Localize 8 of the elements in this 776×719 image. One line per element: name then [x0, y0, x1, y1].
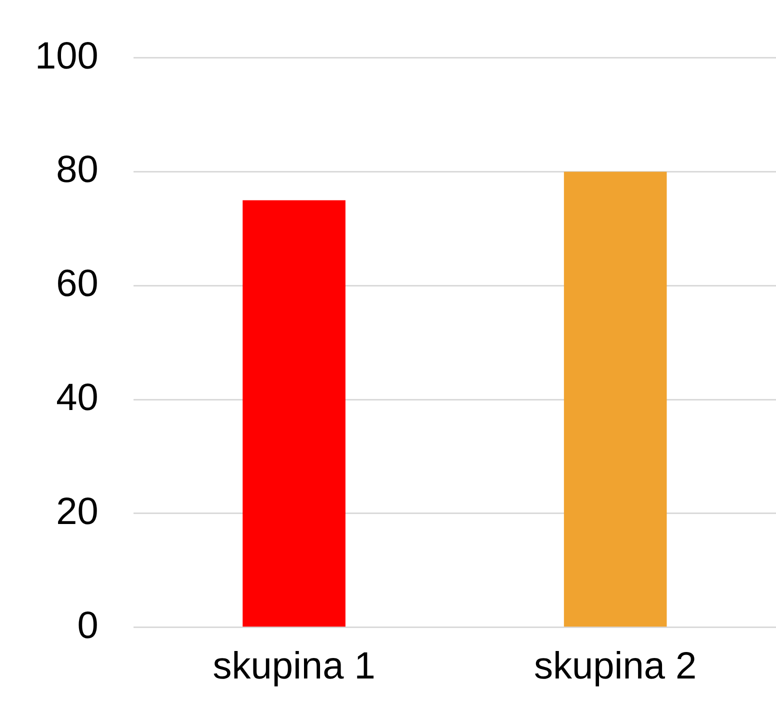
y-tick-label: 60 — [56, 263, 98, 306]
y-tick-label: 40 — [56, 377, 98, 420]
x-tick-label: skupina 1 — [212, 646, 376, 688]
x-tick-label: skupina 2 — [534, 646, 697, 688]
y-tick-label: 100 — [34, 35, 98, 78]
y-tick-label: 20 — [56, 490, 98, 533]
y-tick-label: 80 — [56, 149, 98, 192]
y-tick-label: 0 — [77, 604, 98, 647]
